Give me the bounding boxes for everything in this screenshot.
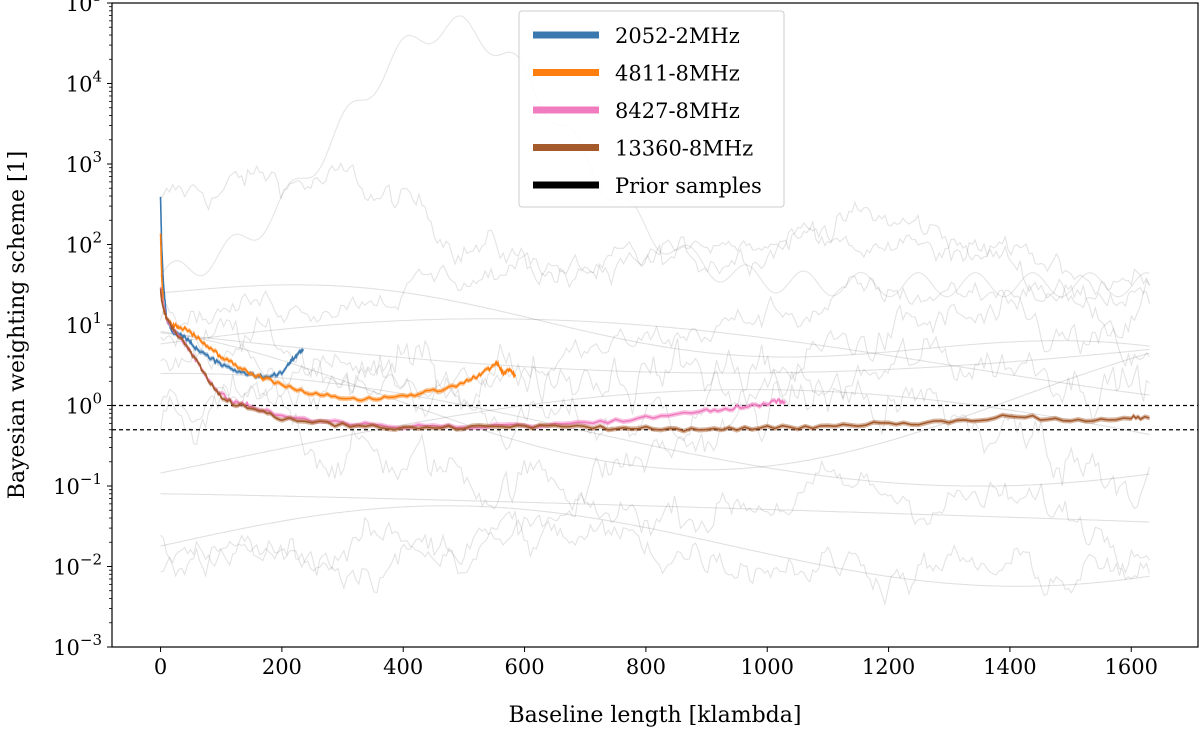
y-tick-label: 105 [66, 0, 102, 16]
series-line-3 [159, 288, 1150, 433]
y-tick-label: 101 [66, 309, 102, 338]
series-layer [159, 194, 1150, 434]
x-tick-label: 200 [262, 655, 302, 679]
y-tick-label: 102 [66, 229, 102, 258]
prior-sample-curve-w5 [159, 224, 1151, 330]
legend-box [518, 10, 785, 208]
prior-sample-curve-7 [160, 330, 1150, 471]
prior-sample-curve-6 [160, 389, 1150, 474]
legend-label: 8427-8MHz [615, 99, 740, 123]
x-tick-label: 800 [626, 655, 666, 679]
y-axis-label: Bayesian weighting scheme [1] [5, 151, 30, 499]
prior-sample-curve-2 [160, 318, 1150, 396]
prior-sample-curve-3 [160, 284, 1150, 358]
legend: 2052-2MHz 4811-8MHz 8427-8MHz 13360-8MHz Pri… [518, 10, 785, 208]
prior-sample-curve-w2 [159, 335, 1150, 512]
y-tick-label: 10−1 [53, 470, 102, 499]
y-tick-label: 103 [66, 148, 102, 177]
prior-samples-layer [159, 15, 1151, 607]
y-tick-label: 10−2 [53, 551, 102, 580]
x-tick-label: 1000 [741, 655, 794, 679]
legend-label: 13360-8MHz [615, 137, 753, 161]
prior-sample-curve-w7 [160, 516, 1150, 607]
x-tick-label: 400 [383, 655, 423, 679]
legend-label: 2052-2MHz [615, 24, 740, 48]
y-axis-ticks: 10−3 10−2 10−1 100 101 102 103 104 105 [53, 0, 112, 660]
x-axis-ticks: 0 200 400 600 800 1000 1200 1400 1600 [154, 647, 1158, 679]
x-tick-label: 1600 [1105, 655, 1158, 679]
prior-sample-curve-w1 [160, 289, 1150, 451]
y-tick-label: 100 [66, 390, 102, 419]
prior-sample-curve-4 [160, 372, 1150, 487]
x-tick-label: 1400 [983, 655, 1036, 679]
y-tick-label: 104 [66, 68, 102, 97]
y-tick-label: 10−3 [53, 631, 102, 660]
prior-sample-curve-w0 [160, 162, 1151, 339]
prior-sample-curve-w4 [160, 459, 1151, 594]
prior-sample-curve-w6 [159, 337, 1151, 510]
prior-sample-curve-1 [160, 505, 1150, 587]
prior-sample-curve-w3 [160, 275, 1150, 400]
legend-label: Prior samples [615, 174, 762, 198]
legend-label: 4811-8MHz [615, 62, 740, 86]
x-axis-label: Baseline length [klambda] [509, 703, 802, 728]
x-tick-label: 600 [505, 655, 545, 679]
x-tick-label: 0 [154, 655, 167, 679]
prior-sample-curve-5 [160, 332, 1150, 374]
x-tick-label: 1200 [862, 655, 915, 679]
prior-sample-curve-hump [160, 15, 1150, 298]
prior-sample-curve-0 [160, 493, 1150, 523]
